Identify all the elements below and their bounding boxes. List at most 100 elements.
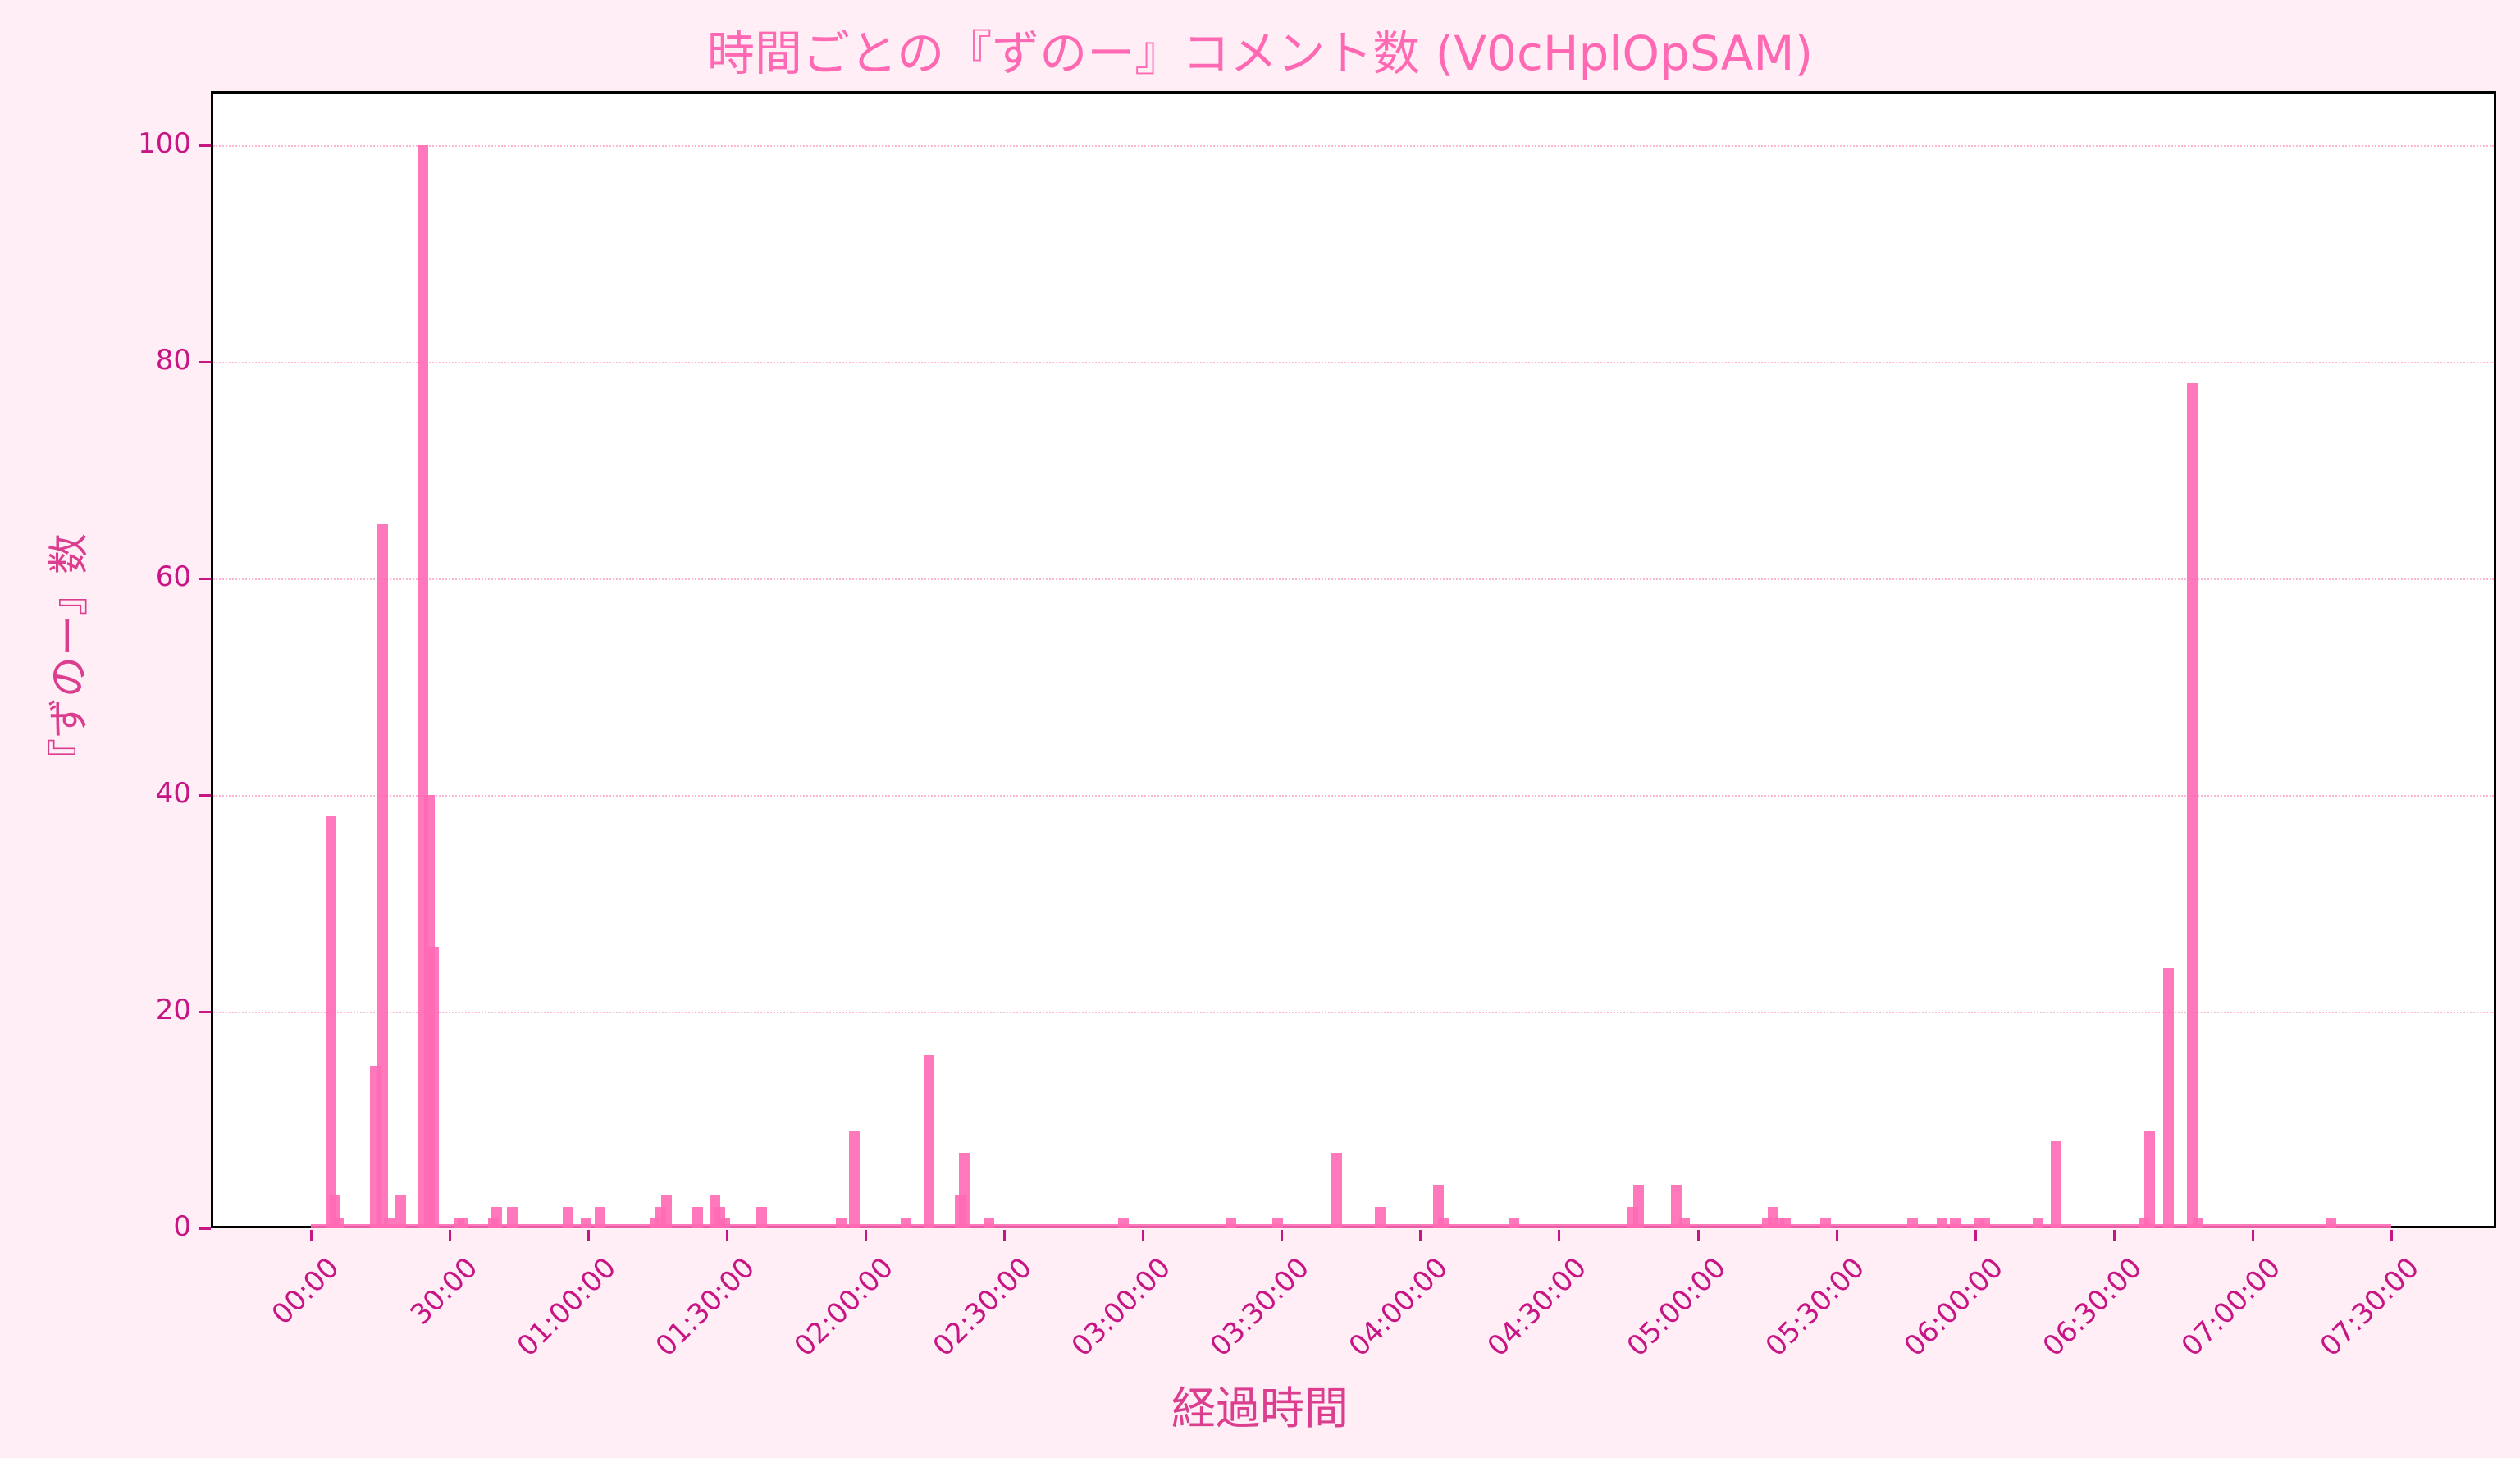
x-tick-label: 06:30:00 xyxy=(2036,1251,2148,1364)
x-tick-label: 03:00:00 xyxy=(1066,1251,1178,1364)
x-tick xyxy=(1835,1230,1838,1241)
data-bar xyxy=(2033,1217,2044,1228)
data-bar xyxy=(458,1217,469,1228)
x-tick xyxy=(310,1230,313,1241)
data-bar xyxy=(491,1206,503,1228)
x-tick-label: 06:00:00 xyxy=(1897,1251,2010,1364)
y-axis-label: 『ずのー』数 xyxy=(45,533,93,779)
x-tick-label: 04:30:00 xyxy=(1481,1251,1594,1364)
y-gridline xyxy=(213,795,2494,797)
y-tick-label: 0 xyxy=(173,1210,191,1243)
x-axis-label: 経過時間 xyxy=(1171,1383,1349,1434)
plot-area xyxy=(211,91,2496,1228)
data-bar xyxy=(2143,1131,2155,1228)
data-bar xyxy=(333,1217,345,1228)
data-bar xyxy=(2325,1217,2336,1228)
x-tick-label: 04:00:00 xyxy=(1343,1251,1455,1364)
data-bar xyxy=(580,1217,591,1228)
data-bar xyxy=(1679,1217,1691,1228)
data-bar xyxy=(1671,1185,1682,1228)
data-bar xyxy=(326,816,337,1228)
y-tick xyxy=(199,361,211,363)
x-tick-label: 05:00:00 xyxy=(1620,1251,1732,1364)
x-tick-label: 07:00:00 xyxy=(2175,1251,2287,1364)
data-bar xyxy=(719,1217,731,1228)
data-bar xyxy=(1272,1217,1284,1228)
zero-baseline-bars xyxy=(311,1224,2391,1228)
data-bar xyxy=(923,1054,934,1228)
data-bar xyxy=(395,1195,406,1228)
data-bar xyxy=(1225,1217,1236,1228)
y-gridline xyxy=(213,145,2494,147)
x-tick xyxy=(2390,1230,2393,1241)
data-bar xyxy=(427,946,439,1228)
x-tick-label: 05:30:00 xyxy=(1759,1251,1871,1364)
data-bar xyxy=(1979,1217,1991,1228)
data-bar xyxy=(849,1131,861,1228)
x-tick-label: 01:00:00 xyxy=(510,1251,623,1364)
y-tick xyxy=(199,578,211,580)
y-tick xyxy=(199,144,211,147)
data-bar xyxy=(2186,383,2198,1228)
x-tick-label: 01:30:00 xyxy=(649,1251,762,1364)
data-bar xyxy=(835,1217,847,1228)
y-tick xyxy=(199,794,211,797)
data-bar xyxy=(562,1206,573,1228)
x-tick xyxy=(2112,1230,2116,1241)
data-bar xyxy=(1438,1217,1449,1228)
x-tick-label: 07:30:00 xyxy=(2313,1251,2426,1364)
data-bar xyxy=(959,1152,970,1228)
x-tick xyxy=(449,1230,452,1241)
y-gridline xyxy=(213,362,2494,363)
data-bar xyxy=(692,1206,704,1228)
data-bar xyxy=(1820,1217,1832,1228)
y-tick-label: 80 xyxy=(155,344,191,377)
y-gridline xyxy=(213,1012,2494,1013)
data-bar xyxy=(661,1195,673,1228)
x-tick-label: 30:00 xyxy=(404,1251,485,1332)
y-tick xyxy=(199,1011,211,1013)
y-tick xyxy=(199,1227,211,1230)
x-tick xyxy=(2251,1230,2254,1241)
data-bar xyxy=(1374,1206,1386,1228)
x-tick xyxy=(1419,1230,1422,1241)
data-bar xyxy=(1950,1217,1961,1228)
y-tick-label: 100 xyxy=(138,127,191,160)
data-bar xyxy=(1433,1185,1445,1228)
data-bar xyxy=(2051,1141,2062,1228)
data-bar xyxy=(1907,1217,1919,1228)
x-tick-label: 00:00 xyxy=(265,1251,346,1332)
y-tick-label: 20 xyxy=(155,994,191,1026)
x-tick xyxy=(1003,1230,1007,1241)
data-bar xyxy=(756,1206,767,1228)
x-tick xyxy=(1142,1230,1145,1241)
x-tick xyxy=(1974,1230,1977,1241)
data-bar xyxy=(2192,1217,2203,1228)
data-bar xyxy=(1508,1217,1519,1228)
data-bar xyxy=(1331,1152,1343,1228)
data-bar xyxy=(1780,1217,1792,1228)
y-gridline xyxy=(213,578,2494,580)
x-tick xyxy=(1281,1230,1284,1241)
data-bar xyxy=(1936,1217,1947,1228)
data-bar xyxy=(506,1206,518,1228)
data-bar xyxy=(377,524,388,1228)
chart-title: 時間ごとの『ずのー』コメント数 (V0cHplOpSAM) xyxy=(706,25,1814,81)
x-tick xyxy=(587,1230,591,1241)
x-tick-label: 02:00:00 xyxy=(788,1251,901,1364)
data-bar xyxy=(2162,968,2174,1228)
x-tick xyxy=(726,1230,729,1241)
data-bar xyxy=(384,1217,395,1228)
x-tick-label: 02:30:00 xyxy=(926,1251,1039,1364)
data-bar xyxy=(594,1206,605,1228)
y-tick-label: 60 xyxy=(155,560,191,593)
data-bar xyxy=(901,1217,912,1228)
y-tick-label: 40 xyxy=(155,777,191,810)
x-tick xyxy=(1558,1230,1561,1241)
x-tick xyxy=(1696,1230,1700,1241)
x-tick xyxy=(865,1230,868,1241)
x-tick-label: 03:30:00 xyxy=(1204,1251,1317,1364)
data-bar xyxy=(984,1217,995,1228)
data-bar xyxy=(1118,1217,1130,1228)
data-bar xyxy=(1632,1185,1644,1228)
